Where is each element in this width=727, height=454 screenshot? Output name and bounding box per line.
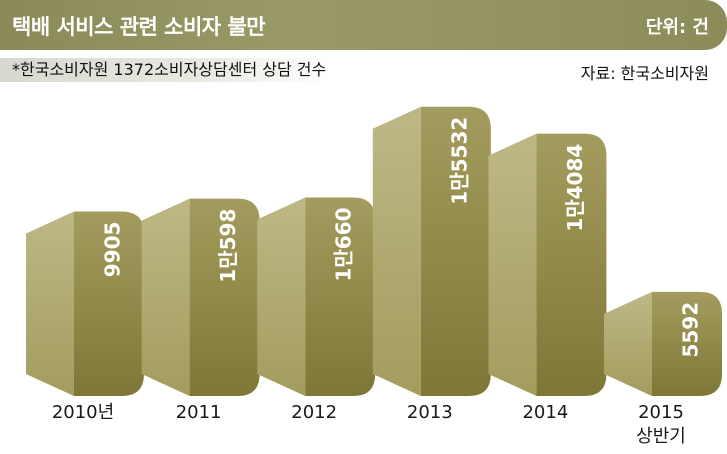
bar-value-label: 9905 xyxy=(101,222,125,278)
bar xyxy=(488,133,607,397)
bar-value-label: 1만5532 xyxy=(447,117,471,205)
chart-title: 택배 서비스 관련 소비자 불만 xyxy=(12,15,266,39)
x-tick-label: 2015 xyxy=(638,402,684,423)
bar-value-label: 1만660 xyxy=(332,207,356,281)
x-tick-label: 2012 xyxy=(291,402,337,423)
bar-face-right xyxy=(652,291,722,396)
bar xyxy=(26,211,144,396)
title-bar: 택배 서비스 관련 소비자 불만 단위: 건 xyxy=(0,0,727,50)
bar-face-left xyxy=(604,291,652,396)
bar xyxy=(257,197,376,396)
bar-face-left xyxy=(26,211,74,396)
bar-face-right xyxy=(74,211,144,396)
chart-subtitle: *한국소비자원 1372소비자상담센터 상담 건수 xyxy=(0,58,333,82)
bar-value-label: 1만4084 xyxy=(563,144,587,232)
bar xyxy=(604,291,722,396)
bar-value-label: 5592 xyxy=(679,302,703,358)
bar-face-right xyxy=(305,197,376,396)
bar-value-label: 1만598 xyxy=(216,209,240,283)
bar-face-left xyxy=(141,198,190,396)
bar-face-left xyxy=(257,197,306,396)
x-tick-label: 상반기 xyxy=(636,426,686,447)
x-tick-label: 2013 xyxy=(407,402,453,423)
bar-face-right xyxy=(536,133,607,397)
bar-face-right xyxy=(189,198,260,396)
x-tick-label: 2010년 xyxy=(52,402,114,423)
bar-face-left xyxy=(488,133,537,397)
unit-label: 단위: 건 xyxy=(645,17,709,38)
bar-face-right xyxy=(420,106,491,397)
x-tick-label: 2014 xyxy=(522,402,568,423)
source-label: 자료: 한국소비자원 xyxy=(580,64,709,83)
bar-face-left xyxy=(372,106,421,397)
bar xyxy=(372,106,491,397)
x-tick-label: 2011 xyxy=(176,402,222,423)
bar xyxy=(141,198,260,396)
